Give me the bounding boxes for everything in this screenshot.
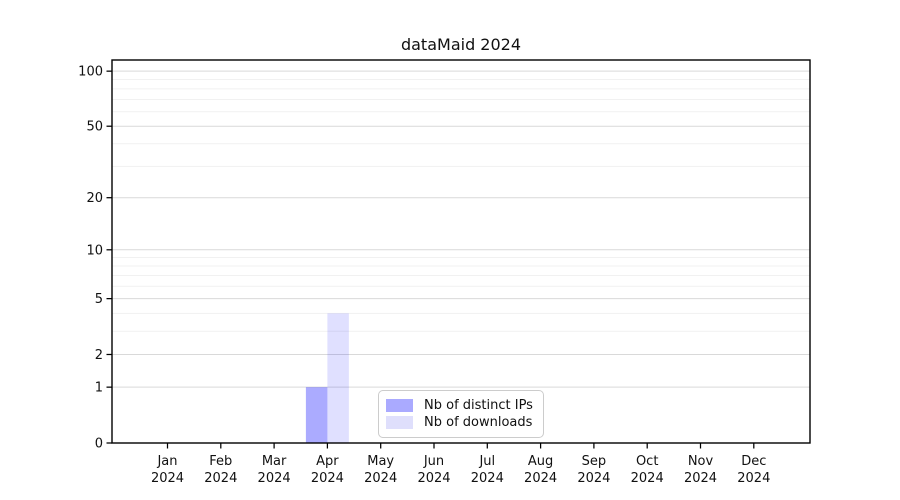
- y-tick-label-1: 1: [95, 381, 103, 396]
- bar-nb-of-distinct-ips-apr-2024: [305, 387, 328, 443]
- y-tick-label-2: 2: [95, 348, 103, 363]
- legend-item-downloads: Nb of downloads: [386, 415, 535, 430]
- y-tick-label-0: 0: [95, 437, 103, 452]
- x-tick-label-may-2024: May 2024: [364, 454, 397, 486]
- y-tick-label-20: 20: [86, 191, 103, 206]
- x-tick-label-jan-2024: Jan 2024: [151, 454, 184, 486]
- y-tick-label-10: 10: [86, 243, 103, 258]
- x-tick-label-nov-2024: Nov 2024: [684, 454, 717, 486]
- x-tick-label-jul-2024: Jul 2024: [471, 454, 504, 486]
- legend-item-distinct-ips: Nb of distinct IPs: [386, 398, 535, 413]
- bar-nb-of-downloads-apr-2024: [327, 313, 349, 443]
- x-tick-label-aug-2024: Aug 2024: [524, 454, 557, 486]
- legend-label-distinct-ips: Nb of distinct IPs: [424, 398, 533, 413]
- plot-border: [111, 59, 811, 444]
- legend-swatch-distinct-ips: [386, 399, 413, 412]
- x-tick-label-feb-2024: Feb 2024: [204, 454, 237, 486]
- x-tick-label-dec-2024: Dec 2024: [737, 454, 770, 486]
- x-tick-label-jun-2024: Jun 2024: [417, 454, 450, 486]
- x-tick-label-mar-2024: Mar 2024: [258, 454, 291, 486]
- y-tick-label-5: 5: [95, 292, 103, 307]
- x-tick-label-oct-2024: Oct 2024: [631, 454, 664, 486]
- y-tick-label-100: 100: [78, 65, 103, 80]
- y-tick-label-50: 50: [86, 120, 103, 135]
- x-tick-label-apr-2024: Apr 2024: [311, 454, 344, 486]
- legend-label-downloads: Nb of downloads: [424, 415, 533, 430]
- legend: Nb of distinct IPs Nb of downloads: [378, 390, 544, 438]
- chart-title: dataMaid 2024: [400, 35, 522, 54]
- x-tick-label-sep-2024: Sep 2024: [577, 454, 610, 486]
- legend-swatch-downloads: [386, 416, 413, 429]
